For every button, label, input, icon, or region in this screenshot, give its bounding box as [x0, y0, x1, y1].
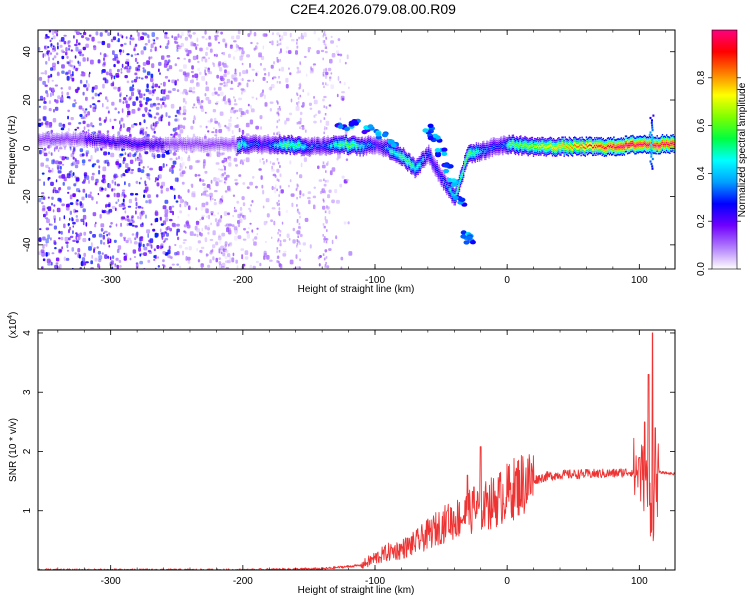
snr-ytick-label: 4	[22, 330, 33, 336]
spectrogram-ylabel: Frequency (Hz)	[7, 116, 18, 185]
snr-xtick-label: -100	[365, 576, 385, 587]
spectrogram-xtick-label: 0	[504, 275, 510, 286]
spectrogram-frame	[37, 29, 676, 270]
spectrogram-heatmap	[38, 30, 675, 269]
colorbar-tick-label: 0.2	[696, 214, 707, 228]
colorbar-tick-label: 0.4	[696, 166, 707, 180]
spectrogram-ytick-label: -40	[22, 237, 33, 252]
snr-ytick-label: 1	[22, 508, 33, 514]
snr-multiplier: (x104)	[7, 312, 19, 339]
spectrogram-xtick-label: 100	[631, 275, 648, 286]
snr-background	[38, 330, 675, 570]
snr-ylabel: SNR (10 * v/v)	[8, 418, 19, 482]
colorbar: 0.0 0.2 0.4 0.6 0.8 Normalized spectral ampl…	[696, 29, 748, 276]
snr-panel: -300 -200 -100 0 100 1 2 3 4 Height of straight …	[7, 312, 676, 596]
snr-xtick-label: 100	[631, 576, 648, 587]
spectrogram-ytick-label: 0	[22, 145, 33, 151]
snr-frame	[37, 329, 676, 571]
spectrogram-xtick-label: -200	[233, 275, 253, 286]
figure-title: C2E4.2026.079.08.00.R09	[290, 1, 456, 17]
spectrogram-ytick-label: 20	[22, 94, 33, 106]
spectrogram-xtick-label: -100	[365, 275, 385, 286]
snr-ytick-label: 3	[22, 389, 33, 395]
snr-xtick-label: -200	[233, 576, 253, 587]
colorbar-label: Normalized spectral amplitude	[737, 82, 748, 217]
snr-multiplier-exp: 4	[7, 315, 14, 319]
colorbar-tick-label: 0.8	[696, 70, 707, 84]
spectrogram-ytick-label: 40	[22, 46, 33, 58]
colorbar-ticks: 0.0 0.2 0.4 0.6 0.8	[696, 70, 741, 276]
snr-xlabel: Height of straight line (km)	[298, 585, 415, 596]
snr-multiplier-close: )	[8, 312, 19, 315]
spectrogram-ytick-label: -20	[22, 189, 33, 204]
snr-xtick-label: 0	[504, 576, 510, 587]
spectrogram-xtick-label: -300	[101, 275, 121, 286]
colorbar-gradient	[711, 29, 738, 270]
snr-ticks: -300 -200 -100 0 100 1 2 3 4	[22, 330, 675, 587]
spectrogram-xlabel: Height of straight line (km)	[298, 284, 415, 295]
snr-xtick-label: -300	[101, 576, 121, 587]
colorbar-tick-label: 0.6	[696, 118, 707, 132]
colorbar-tick-label: 0.0	[696, 262, 707, 276]
snr-multiplier-base: (x10	[8, 318, 19, 338]
snr-ytick-label: 2	[22, 448, 33, 454]
